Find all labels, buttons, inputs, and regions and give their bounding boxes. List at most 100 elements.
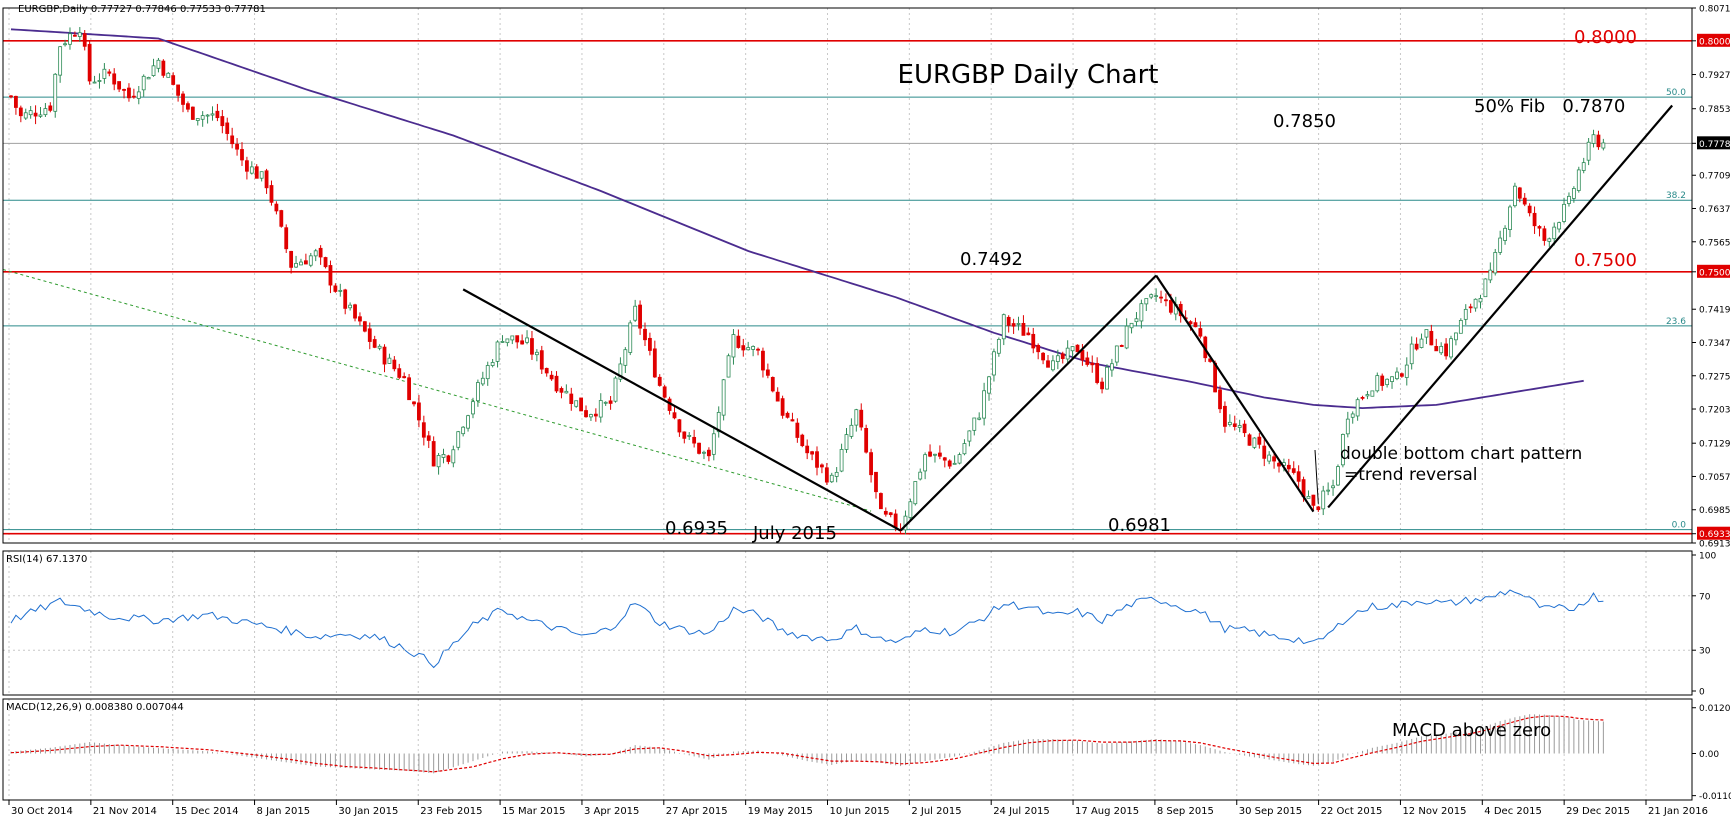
main-header: EURGBP,Daily 0.77727 0.77846 0.77533 0.7… [18,4,266,15]
candle-body-265 [1311,494,1316,506]
x-tick-label-16: 22 Oct 2015 [1321,806,1383,817]
candle-body-169 [839,449,844,472]
candle-body-215 [1065,347,1070,360]
candle-body-189 [937,452,942,457]
candle-body-214 [1060,353,1065,359]
candle-body-287 [1419,338,1424,348]
candle-body-152 [756,348,760,351]
candle-body-192 [952,462,957,465]
candle-body-117 [584,410,588,418]
candle-body-295 [1458,319,1463,334]
x-tick-label-5: 23 Feb 2015 [420,806,482,817]
chart-title: EURGBP Daily Chart [898,60,1159,90]
candle-body-159 [790,419,795,422]
candle-body-131 [652,348,657,378]
macd-axis-tick-label-2: -0.011055 [1699,792,1731,802]
candle-body-103 [515,335,520,343]
candle-body-273 [1350,413,1355,418]
candle-body-242 [1198,328,1203,337]
annotation-low-06981: 0.6981 [1108,515,1171,536]
candle-body-23 [122,88,126,91]
candle-body-67 [338,289,343,292]
candle-body-69 [348,304,353,309]
candle-body-158 [785,412,790,418]
pattern-line-2 [1155,274,1315,513]
candle-body-205 [1016,323,1021,325]
candle-body-5 [33,112,38,117]
candle-body-16 [87,44,92,82]
candle-body-136 [677,419,682,433]
candle-body-71 [358,316,362,322]
candle-body-2 [18,107,23,117]
x-tick-label-6: 15 Mar 2015 [502,806,565,817]
candle-body-166 [824,467,829,483]
candle-body-141 [702,451,706,454]
candle-body-120 [598,400,603,418]
macd-annotation: MACD above zero [1392,720,1551,741]
candle-body-133 [662,386,667,398]
candle-body-305 [1508,206,1512,230]
candle-body-112 [559,388,564,393]
panel-frame-1 [2,550,1693,696]
candle-body-154 [765,369,770,376]
candle-body-323 [1596,134,1601,148]
candle-body-269 [1331,485,1335,489]
candle-body-111 [554,375,559,392]
candle-body-264 [1306,496,1311,499]
candle-body-19 [102,68,107,79]
candle-body-27 [141,75,146,91]
candle-body-24 [127,87,131,99]
candle-body-284 [1404,364,1409,378]
candle-body-271 [1340,434,1345,466]
macd-axis-tick-label-0: 0.012009 [1699,704,1731,714]
candle-body-234 [1159,296,1163,299]
candle-body-150 [746,347,751,351]
candle-body-82 [412,401,416,405]
candle-body-261 [1291,468,1296,473]
panel-frame-2 [2,698,1693,801]
x-tick-label-0: 30 Oct 2014 [11,806,73,817]
rsi-header: RSI(14) 67.1370 [6,554,87,565]
candle-body-270 [1336,466,1340,486]
candle-body-253 [1252,437,1257,448]
candle-body-59 [299,261,303,266]
candle-body-132 [657,376,662,386]
candle-body-318 [1571,188,1576,199]
candle-body-272 [1345,418,1350,435]
candle-body-37 [190,106,195,120]
candle-body-85 [426,435,431,441]
candle-body-224 [1109,363,1114,371]
x-tick-label-11: 2 Jul 2015 [911,806,961,817]
candle-body-322 [1591,134,1596,144]
candle-body-81 [407,377,411,401]
candle-body-204 [1011,323,1016,327]
candle-body-104 [520,340,525,345]
x-tick-label-13: 17 Aug 2015 [1075,806,1139,817]
candle-body-179 [888,512,893,516]
candle-body-127 [633,305,638,321]
pattern-line-1 [899,274,1157,532]
candle-body-285 [1409,343,1414,365]
candle-body-129 [643,328,647,341]
candle-body-262 [1296,471,1301,482]
candle-body-280 [1385,378,1390,386]
candle-body-316 [1562,203,1566,222]
candle-body-151 [751,346,756,350]
x-tick-label-1: 21 Nov 2014 [93,806,157,817]
candle-body-319 [1576,169,1581,191]
candle-body-308 [1522,197,1527,205]
candle-body-210 [1041,352,1045,361]
x-tick-label-15: 30 Sep 2015 [1239,806,1302,817]
candle-body-8 [48,105,53,111]
candle-body-231 [1144,298,1149,305]
candle-body-167 [829,474,834,483]
candle-body-119 [593,413,598,417]
annotation-fib-50: 50% Fib 0.7870 [1474,96,1625,117]
candle-body-196 [972,417,977,431]
